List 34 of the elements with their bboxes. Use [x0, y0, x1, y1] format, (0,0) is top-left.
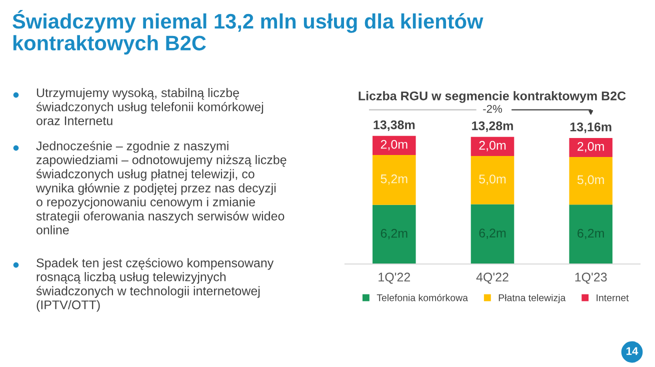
data-label: 5,2m	[380, 174, 408, 185]
data-label: 2,0m	[578, 142, 604, 152]
text: Świadczymy niemal 13,2 mln usług dla klientów kontraktowych B2C	[12, 10, 484, 55]
total-label: 13,28m	[472, 121, 513, 132]
bar	[569, 204, 612, 264]
bar	[470, 204, 514, 264]
chart-title: Liczba RGU w segmencie kontraktowym B2C	[358, 91, 626, 103]
data-label: 2,0m	[479, 140, 506, 152]
text: 14	[626, 347, 638, 355]
data-label: 6,2m	[578, 228, 604, 240]
total-label: 13,38m	[374, 120, 415, 132]
bar	[372, 136, 416, 156]
legend-label: Płatna telewizja	[498, 294, 566, 304]
text: -2%	[483, 104, 502, 113]
bar	[470, 136, 514, 156]
total-label: 13,16m	[570, 122, 612, 134]
data-label: 6,2m	[380, 228, 408, 240]
text: Jednocześnie – zgodnie z naszymi zapowiedziami – odnotowujemy niższą liczbę świadczonych usług płatnej telewizji, co wynika głównie z podjętej przez nas decyzji o repozycjonowaniu cenowym i zmianie strategii oferowania naszych serwisów wideo online	[36, 141, 286, 234]
text: Utrzymujemy wysoką, stabilną liczbę świadczonych usług telefonii komórkowej oraz Internetu	[36, 88, 264, 126]
bar	[372, 155, 416, 205]
text: Spadek ten jest częściowo kompensowany rosnącą liczbą usług telewizyjnych świadczonych w technologii internetowej (IPTV/OTT)	[36, 258, 274, 312]
legend-label: Telefonia komórkowa	[376, 294, 468, 302]
data-label: 2,0m	[380, 140, 408, 150]
data-label: 6,2m	[479, 228, 506, 239]
legend-label: Internet	[596, 294, 629, 302]
x-tick-label: 4Q'22	[476, 272, 508, 284]
bar	[569, 156, 612, 205]
bar	[470, 156, 514, 204]
data-label: 5,0m	[479, 174, 506, 185]
x-tick-label: 1Q'23	[575, 272, 607, 284]
data-label: 5,0m	[577, 175, 604, 186]
x-tick-label: 1Q'22	[378, 272, 410, 284]
bar	[372, 204, 416, 264]
bar	[569, 138, 612, 157]
